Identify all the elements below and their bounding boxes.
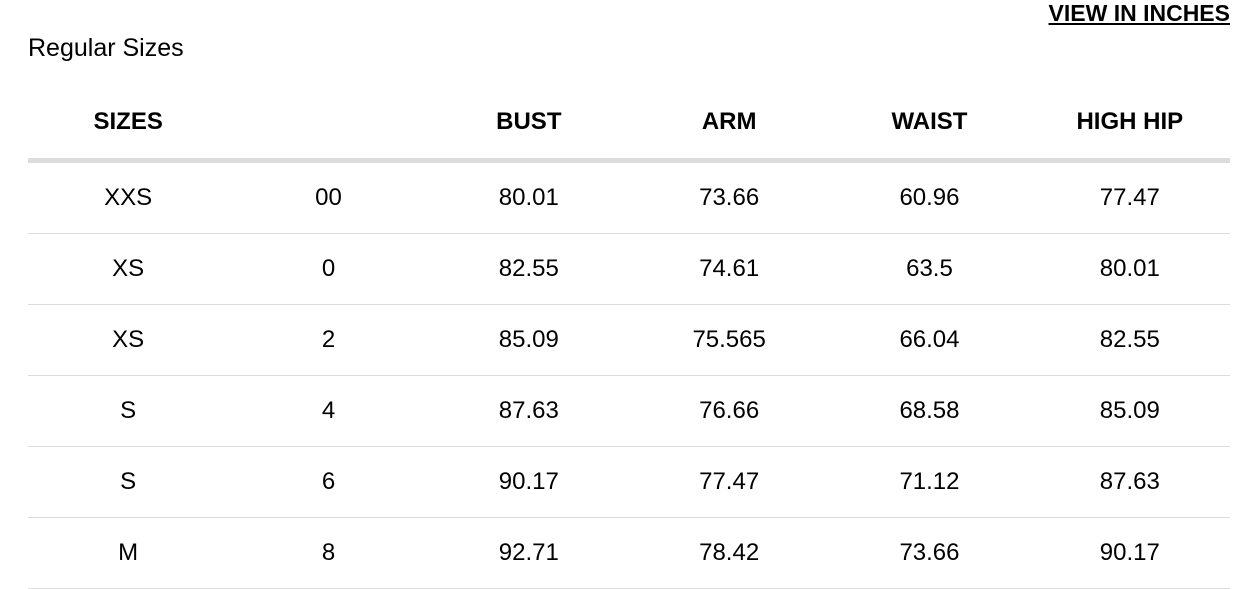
table-cell: 90.17: [1029, 517, 1230, 589]
table-cell: 4: [228, 375, 429, 447]
table-cell: 80.01: [428, 160, 629, 234]
table-cell: M: [28, 517, 229, 589]
table-cell: 63.5: [829, 233, 1030, 305]
table-row: M 8 92.71 78.42 73.66 90.17: [28, 517, 1230, 589]
table-cell: XS: [28, 233, 229, 305]
table-cell: 82.55: [1029, 304, 1230, 376]
table-row: S 4 87.63 76.66 68.58 85.09: [28, 375, 1230, 447]
table-cell: 66.04: [829, 304, 1030, 376]
table-row: XS 2 85.09 75.565 66.04 82.55: [28, 304, 1230, 376]
table-cell: S: [28, 375, 229, 447]
column-header: HIGH HIP: [1029, 86, 1230, 163]
table-cell: 6: [228, 446, 429, 518]
table-cell: 76.66: [628, 375, 830, 447]
column-header: [228, 86, 429, 163]
table-cell: 77.47: [1029, 160, 1230, 234]
table-cell: XS: [28, 304, 229, 376]
section-title: Regular Sizes: [28, 34, 184, 62]
table-cell: 77.47: [628, 446, 830, 518]
table-cell: 85.09: [1029, 375, 1230, 447]
table-header-row: SIZES BUST ARM WAIST HIGH HIP: [28, 86, 1230, 163]
view-in-inches-link[interactable]: VIEW IN INCHES: [1048, 0, 1230, 26]
table-cell: 85.09: [428, 304, 629, 376]
table-cell: 00: [228, 160, 429, 234]
table-row: S 6 90.17 77.47 71.12 87.63: [28, 446, 1230, 518]
table-cell: 0: [228, 233, 429, 305]
column-header: BUST: [428, 86, 629, 163]
column-header: WAIST: [829, 86, 1030, 163]
table-cell: 71.12: [829, 446, 1030, 518]
size-chart-table: SIZES BUST ARM WAIST HIGH HIP XXS 00 80.01 73.6…: [28, 86, 1230, 589]
table-cell: XXS: [28, 160, 229, 234]
table-cell: 80.01: [1029, 233, 1230, 305]
table-cell: 92.71: [428, 517, 629, 589]
table-cell: 87.63: [428, 375, 629, 447]
table-cell: 82.55: [428, 233, 629, 305]
table-cell: 73.66: [829, 517, 1030, 589]
table-cell: 60.96: [829, 160, 1030, 234]
table-cell: 90.17: [428, 446, 629, 518]
table-cell: 78.42: [628, 517, 830, 589]
table-row: XXS 00 80.01 73.66 60.96 77.47: [28, 160, 1230, 234]
table-cell: 75.565: [628, 304, 830, 376]
table-cell: 8: [228, 517, 429, 589]
table-row: XS 0 82.55 74.61 63.5 80.01: [28, 233, 1230, 305]
table-cell: 87.63: [1029, 446, 1230, 518]
table-cell: 73.66: [628, 160, 830, 234]
table-cell: 68.58: [829, 375, 1030, 447]
column-header: SIZES: [28, 86, 229, 163]
table-cell: 74.61: [628, 233, 830, 305]
table-cell: 2: [228, 304, 429, 376]
table-cell: S: [28, 446, 229, 518]
column-header: ARM: [628, 86, 830, 163]
